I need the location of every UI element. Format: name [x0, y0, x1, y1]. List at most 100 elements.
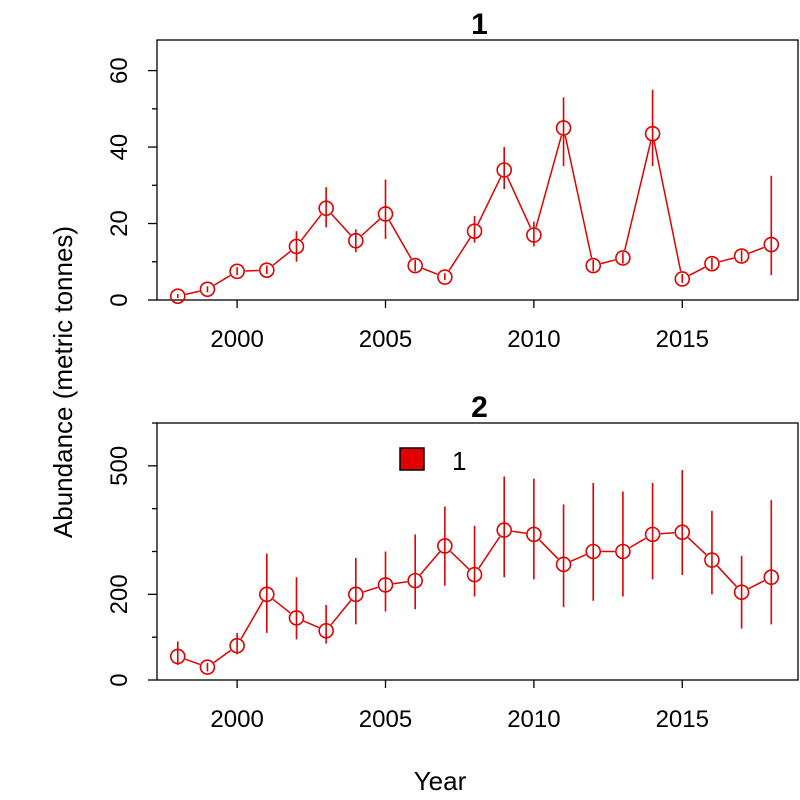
- x-axis-label: Year: [414, 766, 467, 796]
- series-line-segment: [716, 565, 737, 587]
- data-point: [199, 281, 216, 298]
- series-line-segment: [570, 553, 587, 562]
- panel-1: 1 2000 2005 2010 2015 0 20 40 60: [106, 8, 799, 353]
- data-point: [674, 524, 691, 541]
- series-line-segment: [629, 537, 647, 549]
- series-line-segment: [478, 536, 501, 569]
- data-point: [348, 232, 364, 249]
- y-tick-label: 60: [106, 57, 133, 84]
- data-point: [377, 206, 394, 222]
- series-line-segment: [564, 135, 593, 258]
- series-line-segment: [272, 250, 291, 266]
- y-tick-label: 0: [106, 293, 133, 306]
- series-line-segment: [538, 539, 559, 560]
- data-point: [733, 584, 750, 600]
- series-line-segment: [535, 135, 563, 228]
- series-line-segment: [361, 218, 381, 236]
- y-tick-label: 200: [106, 574, 133, 614]
- series-line-segment: [653, 141, 682, 272]
- series-line-segment: [450, 550, 470, 570]
- series-line-segment: [624, 141, 652, 251]
- data-point: [763, 236, 780, 253]
- data-point: [229, 263, 245, 280]
- plot-frame: [156, 39, 799, 301]
- series-line-segment: [213, 274, 231, 286]
- data-point: [229, 637, 245, 654]
- data-point: [318, 200, 334, 217]
- data-point: [585, 257, 602, 274]
- series-line-segment: [748, 580, 765, 590]
- data-point: [407, 257, 423, 274]
- series-line-segment: [748, 246, 765, 254]
- data-point: [377, 577, 394, 593]
- x-tick-label: 2005: [359, 706, 412, 733]
- series-line-segment: [448, 237, 471, 271]
- data-point: [526, 227, 542, 243]
- series-line-segment: [422, 267, 438, 275]
- x-tick-label: 2015: [656, 326, 709, 353]
- panel-title: 1: [471, 8, 488, 41]
- data-point: [555, 556, 572, 573]
- y-axis-label: Abundance (metric tonnes): [48, 226, 78, 538]
- series-line-segment: [660, 532, 675, 535]
- series-line-segment: [477, 176, 502, 225]
- data-point: [199, 659, 216, 675]
- data-point: [259, 262, 275, 278]
- data-point: [644, 526, 661, 543]
- series-line-segment: [272, 598, 291, 614]
- data-point: [704, 255, 720, 272]
- data-point: [585, 543, 602, 560]
- series-line-segment: [388, 220, 412, 260]
- y-tick-label: 0: [106, 673, 133, 686]
- x-tick-label: 2000: [210, 706, 263, 733]
- x-tick-label: 2010: [507, 326, 560, 353]
- data-point: [526, 526, 542, 543]
- data-point: [259, 586, 275, 603]
- series-line-segment: [330, 600, 352, 626]
- data-point: [288, 238, 305, 255]
- series-line-segment: [689, 266, 706, 276]
- y-tick-label: 500: [106, 446, 133, 486]
- x-tick-label: 2015: [656, 706, 709, 733]
- series-line-segment: [512, 530, 527, 534]
- series-line-segment: [185, 658, 201, 666]
- series-line-segment: [363, 586, 379, 593]
- data-point: [674, 271, 691, 287]
- series-line-segment: [330, 213, 351, 236]
- data-point: [496, 522, 513, 538]
- y-tick-label: 40: [106, 134, 133, 161]
- legend-swatch: [399, 447, 425, 471]
- series-line-segment: [300, 214, 322, 241]
- x-tick-label: 2005: [359, 326, 412, 353]
- series-line-segment: [393, 581, 408, 585]
- data-point: [407, 572, 423, 589]
- data-point: [496, 162, 513, 178]
- data-point: [169, 648, 186, 665]
- data-point: [437, 538, 453, 554]
- series-line-segment: [419, 551, 441, 576]
- data-point: [348, 586, 364, 603]
- series-line-segment: [600, 259, 616, 265]
- series-line-segment: [245, 269, 259, 272]
- series-line-segment: [719, 257, 735, 263]
- series-line-segment: [185, 290, 200, 296]
- data-point: [644, 125, 661, 142]
- y-tick-label: 20: [106, 210, 133, 237]
- data-point: [466, 566, 483, 583]
- legend-entry-label: 1: [452, 446, 466, 476]
- data-point: [615, 543, 631, 560]
- series-line-segment: [240, 600, 264, 640]
- data-point: [466, 223, 483, 239]
- data-point: [733, 248, 750, 264]
- series-line-segment: [687, 537, 707, 556]
- panel-title: 2: [471, 391, 488, 424]
- x-tick-label: 2000: [210, 326, 263, 353]
- data-point: [437, 269, 453, 285]
- data-point: [288, 610, 305, 626]
- series-line-segment: [303, 620, 320, 629]
- x-tick-label: 2010: [507, 706, 560, 733]
- data-point: [615, 250, 631, 266]
- panel-2: 2 2000 2005 2010 2015 0 200 500: [106, 391, 799, 733]
- series-line-segment: [213, 649, 232, 664]
